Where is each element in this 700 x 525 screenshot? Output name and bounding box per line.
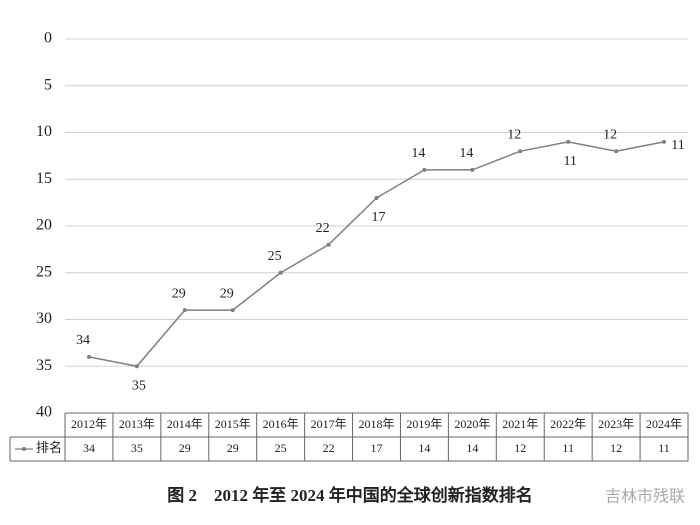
data-label: 34	[76, 333, 90, 348]
category-label: 2023年	[598, 417, 634, 431]
data-label: 29	[172, 286, 186, 301]
table-value: 34	[83, 441, 95, 455]
category-label: 2015年	[215, 417, 251, 431]
y-tick-label: 35	[36, 357, 52, 374]
data-label: 12	[603, 127, 617, 142]
table-value: 12	[514, 441, 526, 455]
table-value: 25	[275, 441, 287, 455]
data-label: 12	[507, 127, 521, 142]
data-label: 14	[459, 146, 473, 161]
point	[278, 270, 283, 275]
category-label: 2014年	[167, 417, 203, 431]
data-label: 11	[563, 154, 576, 169]
watermark: 吉林市残联	[605, 487, 685, 506]
table-value: 22	[323, 441, 335, 455]
y-tick-label: 20	[36, 217, 52, 234]
table-value: 11	[562, 441, 574, 455]
category-label: 2022年	[550, 417, 586, 431]
category-label: 2013年	[119, 417, 155, 431]
point	[374, 195, 379, 200]
point	[518, 149, 523, 154]
table-value: 11	[658, 441, 670, 455]
point	[86, 354, 91, 359]
point	[662, 139, 667, 144]
point	[230, 308, 235, 313]
y-tick-label: 15	[36, 170, 52, 187]
data-label: 11	[671, 138, 684, 153]
table-value: 29	[179, 441, 191, 455]
point	[134, 364, 139, 369]
category-label: 2019年	[406, 417, 442, 431]
data-label: 35	[132, 378, 146, 393]
table-value: 35	[131, 441, 143, 455]
table-value: 17	[371, 441, 383, 455]
data-label: 29	[220, 286, 234, 301]
y-tick-label: 10	[36, 123, 52, 140]
series-line	[88, 141, 665, 368]
table-value: 29	[227, 441, 239, 455]
data-label: 17	[372, 210, 386, 225]
legend-label: 排名	[36, 440, 62, 455]
category-label: 2017年	[311, 417, 347, 431]
y-tick-label: 25	[36, 263, 52, 280]
data-label: 25	[268, 249, 282, 264]
y-tick-label: 5	[44, 76, 52, 93]
point	[614, 149, 619, 154]
category-label: 2020年	[454, 417, 490, 431]
data-label: 14	[411, 146, 425, 161]
point	[326, 242, 331, 247]
y-tick-label: 0	[44, 30, 52, 47]
y-tick-label: 40	[36, 404, 52, 421]
category-label: 2012年	[71, 417, 107, 431]
point	[566, 139, 571, 144]
chart-title: 图 2 2012 年至 2024 年中国的全球创新指数排名	[167, 485, 533, 505]
table-value: 14	[466, 441, 478, 455]
point	[422, 167, 427, 172]
category-label: 2024年	[646, 417, 682, 431]
table-value: 12	[610, 441, 622, 455]
y-tick-label: 30	[36, 310, 52, 327]
table-value: 14	[418, 441, 430, 455]
point	[470, 167, 475, 172]
legend-marker	[22, 447, 26, 451]
category-label: 2016年	[263, 417, 299, 431]
point	[182, 308, 187, 313]
category-label: 2018年	[358, 417, 394, 431]
data-label: 22	[316, 221, 330, 236]
category-label: 2021年	[502, 417, 538, 431]
